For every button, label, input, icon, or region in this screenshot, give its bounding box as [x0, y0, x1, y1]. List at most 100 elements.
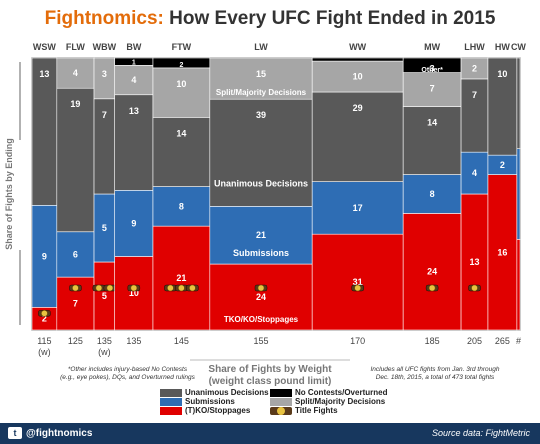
title-belt-icon [270, 406, 292, 415]
legend-item: Unanimous Decisions [160, 388, 269, 397]
footer-handle[interactable]: t @fightnomics [8, 427, 92, 439]
value-label-ww--t-ko-stoppages: 31 [353, 277, 363, 287]
segment-ww-unanimous-decisions [311, 91, 404, 182]
x-axis-sublabel: (weight class pound limit) [209, 376, 332, 387]
value-label-ftw-split-majority-decisions: 10 [176, 79, 186, 89]
column-header-lw: LW [254, 42, 268, 52]
column-header-ww: WW [349, 42, 366, 52]
legend: Unanimous Decisions No Contests/Overturne… [160, 388, 420, 424]
segment-cw-submissions [516, 148, 521, 240]
weight-label-hw: 265 [495, 336, 510, 346]
weight-label-mw: 185 [425, 336, 440, 346]
value-label-ftw-submissions: 8 [179, 201, 184, 211]
footer-source: Source data: FightMetric [431, 428, 530, 438]
segment-mw-split-majority-decisions [402, 72, 462, 107]
legend-label: (T)KO/Stoppages [185, 406, 251, 415]
value-label-hw-unanimous-decisions: 10 [497, 69, 507, 79]
title-brand: Fightnomics: [44, 8, 164, 29]
segment-mw-submissions [402, 174, 462, 214]
title-text: How Every UFC Fight Ended in 2015 [163, 8, 496, 29]
value-label-lhw-split-majority-decisions: 2 [472, 63, 477, 73]
legend-swatch [160, 397, 182, 406]
segment-ww-submissions [311, 181, 404, 235]
value-label-wbw-submissions: 5 [102, 223, 107, 233]
title-belt-icon [354, 284, 361, 292]
column-header-bw: BW [126, 42, 141, 52]
value-label-lw--t-ko-stoppages: 24 [256, 292, 266, 302]
value-label-mw--t-ko-stoppages: 24 [427, 267, 437, 277]
segment-mw-unanimous-decisions [402, 106, 462, 175]
footer-bar: t @fightnomics Source data: FightMetric [0, 423, 540, 444]
segment-wsw-submissions [31, 205, 58, 308]
segment-flw-submissions [56, 231, 95, 278]
value-label-bw-no-contests-overturned: 1 [132, 59, 136, 66]
y-axis-label: Share of Fights by Ending [4, 138, 14, 250]
value-label-bw-split-majority-decisions: 4 [131, 75, 136, 85]
legend-item: No Contests/Overturned [270, 388, 387, 397]
value-label-mw-split-majority-decisions: 7 [430, 84, 435, 94]
column-header-ftw: FTW [172, 42, 192, 52]
column-header-wbw: WBW [93, 42, 117, 52]
weight-label-flw: 125 [68, 336, 83, 346]
legend-swatch [270, 397, 292, 406]
legend-item: (T)KO/Stoppages [160, 406, 250, 415]
segment-wsw-unanimous-decisions [31, 57, 58, 206]
value-label-lhw--t-ko-stoppages: 13 [470, 257, 480, 267]
title-belt-icon [106, 284, 114, 292]
value-label-wbw-unanimous-decisions: 7 [102, 110, 107, 120]
weight-label-cw: # [516, 336, 521, 346]
value-label-wsw-submissions: 9 [42, 251, 47, 261]
weight-label-lw: 155 [253, 336, 268, 346]
weight-label-sub-wbw: (w) [98, 347, 111, 357]
title-belt-icon [178, 284, 185, 292]
title-belt-icon [189, 284, 196, 292]
value-label-lhw-unanimous-decisions: 7 [472, 90, 477, 100]
segment-bw--t-ko-stoppages [114, 256, 154, 331]
value-label-mw-no-contests-overturned: 3 [430, 64, 435, 74]
handle-text: @fightnomics [26, 427, 93, 439]
segment-ww--t-ko-stoppages [311, 233, 404, 331]
segment-ww-split-majority-decisions [311, 60, 404, 93]
legend-item: Split/Majority Decisions [270, 397, 385, 406]
column-header-cw: CW [511, 42, 526, 52]
inline-label-tko: TKO/KO/Stoppages [224, 315, 299, 324]
title-belt-icon [167, 284, 174, 292]
value-label-ww-submissions: 17 [353, 203, 363, 213]
column-header-wsw: WSW [33, 42, 56, 52]
twitter-icon: t [8, 427, 22, 439]
weight-label-wsw: 115 [37, 336, 51, 346]
segment-ftw-split-majority-decisions [152, 67, 211, 118]
value-label-hw--t-ko-stoppages: 16 [497, 247, 507, 257]
title-belt-icon [95, 284, 103, 292]
column-header-flw: FLW [66, 42, 85, 52]
segment-ftw-submissions [152, 186, 211, 227]
segment-mw--t-ko-stoppages [402, 213, 462, 331]
segment-lhw-submissions [460, 151, 489, 195]
legend-label: No Contests/Overturned [295, 388, 388, 397]
segment-flw-unanimous-decisions [56, 87, 95, 233]
note-scope: Includes all UFC fights from Jan. 3rd th… [370, 366, 500, 381]
legend-swatch [160, 388, 182, 397]
title-belt-icon [130, 284, 138, 292]
segment-lw--t-ko-stoppages [209, 263, 313, 331]
weight-label-bw: 135 [126, 336, 141, 346]
column-header-hw: HW [495, 42, 510, 52]
weight-label-lhw: 205 [467, 336, 482, 346]
inline-label-submissions: Submissions [233, 248, 289, 258]
title-belt-icon [72, 284, 79, 292]
inline-label-split-majority: Split/Majority Decisions [216, 88, 307, 97]
segment-lhw--t-ko-stoppages [460, 193, 489, 331]
legend-label: Submissions [185, 397, 235, 406]
title-belt-icon [257, 284, 265, 292]
inline-label-other: Other* [421, 67, 443, 74]
segment-hw-unanimous-decisions [487, 57, 518, 156]
value-label-bw-submissions: 9 [131, 218, 136, 228]
value-label-ww-split-majority-decisions: 10 [353, 72, 363, 82]
value-label-hw-submissions: 2 [500, 160, 505, 170]
segment-bw-split-majority-decisions [114, 65, 154, 96]
value-label-mw-unanimous-decisions: 14 [427, 118, 437, 128]
value-label-lw-split-majority-decisions: 15 [256, 69, 266, 79]
value-label-mw-submissions: 8 [430, 189, 435, 199]
column-header-lhw: LHW [464, 42, 485, 52]
